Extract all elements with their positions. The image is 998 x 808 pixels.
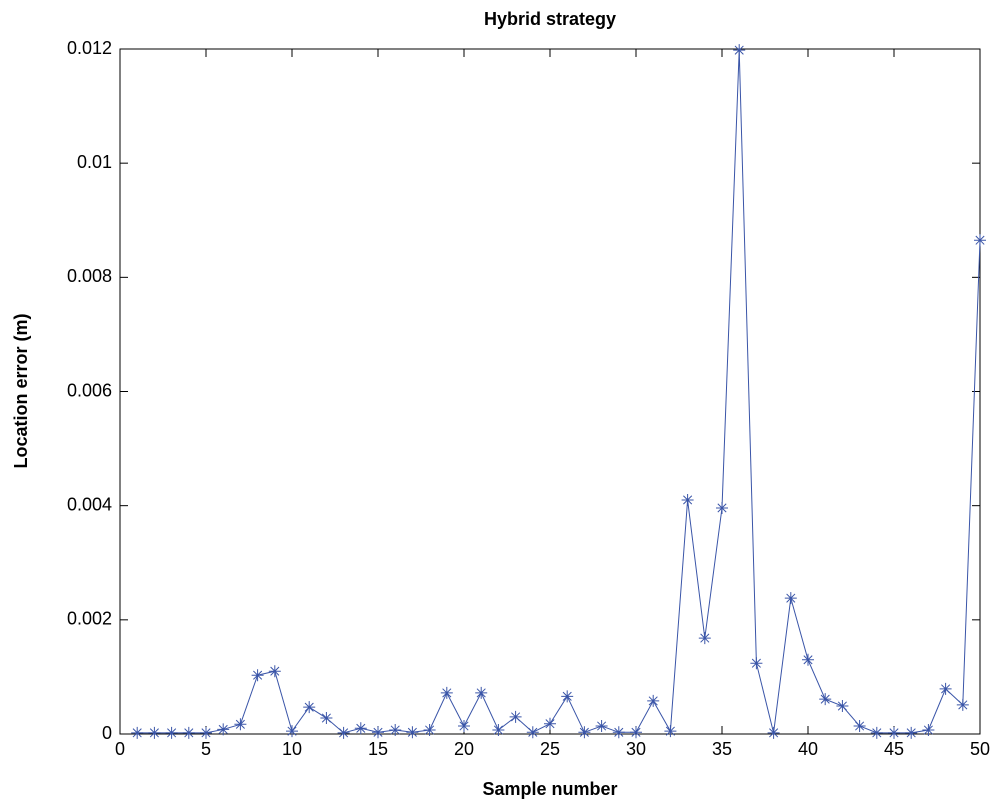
x-tick-label: 30 — [626, 739, 646, 759]
x-tick-label: 25 — [540, 739, 560, 759]
data-marker — [888, 726, 900, 739]
data-marker — [595, 720, 608, 733]
data-marker — [905, 726, 918, 739]
x-tick-label: 35 — [712, 739, 732, 759]
data-marker — [148, 726, 161, 739]
y-axis-label: Location error (m) — [11, 313, 31, 468]
data-marker — [784, 592, 797, 605]
data-marker — [681, 493, 694, 506]
x-axis-label: Sample number — [482, 779, 617, 799]
data-marker — [182, 726, 195, 739]
data-line — [137, 50, 981, 734]
x-tick-label: 15 — [368, 739, 388, 759]
data-marker — [200, 726, 212, 739]
x-tick-label: 0 — [115, 739, 125, 759]
data-marker — [956, 698, 969, 711]
data-marker — [733, 44, 746, 57]
data-marker — [853, 720, 866, 733]
x-tick-label: 5 — [201, 739, 211, 759]
data-marker — [647, 694, 660, 707]
data-marker — [475, 686, 488, 699]
data-marker — [922, 724, 935, 737]
data-marker — [578, 726, 591, 739]
data-marker — [320, 712, 333, 725]
data-marker — [458, 720, 470, 733]
data-marker — [286, 725, 298, 738]
y-tick-label: 0.002 — [67, 609, 112, 629]
x-tick-label: 20 — [454, 739, 474, 759]
data-marker — [698, 632, 711, 645]
axes-box — [119, 48, 981, 735]
data-marker — [423, 724, 436, 737]
data-marker — [337, 726, 350, 739]
data-marker — [630, 726, 642, 739]
data-marker — [750, 657, 763, 670]
x-tick-label: 50 — [970, 739, 990, 759]
data-marker — [870, 726, 883, 739]
data-marker — [664, 725, 677, 738]
data-marker — [819, 693, 832, 706]
data-marker — [492, 724, 505, 737]
data-marker — [165, 726, 178, 739]
data-marker — [406, 726, 419, 739]
x-tick-label: 40 — [798, 739, 818, 759]
data-marker — [836, 700, 849, 713]
data-marker — [217, 723, 230, 736]
y-tick-label: 0 — [102, 723, 112, 743]
chart-title: Hybrid strategy — [484, 9, 616, 29]
data-marker — [354, 722, 367, 735]
y-tick-label: 0.006 — [67, 380, 112, 400]
data-marker — [716, 501, 728, 514]
data-marker — [440, 686, 453, 699]
data-marker — [389, 724, 402, 737]
y-tick-label: 0.01 — [77, 152, 112, 172]
data-marker — [544, 717, 556, 730]
x-tick-label: 45 — [884, 739, 904, 759]
y-tick-label: 0.008 — [67, 266, 112, 286]
y-tick-label: 0.004 — [67, 494, 112, 514]
x-tick-label: 10 — [282, 739, 302, 759]
data-marker — [612, 726, 625, 739]
data-marker — [251, 669, 264, 682]
data-marker — [303, 701, 316, 714]
data-marker — [509, 710, 522, 723]
y-tick-label: 0.012 — [67, 38, 112, 58]
data-marker — [131, 726, 144, 739]
data-marker — [526, 726, 539, 739]
data-marker — [268, 665, 281, 678]
data-marker — [372, 726, 384, 739]
data-marker — [974, 234, 986, 247]
data-marker — [234, 718, 247, 731]
data-marker — [939, 682, 952, 695]
data-marker — [767, 726, 780, 739]
data-marker — [802, 653, 814, 666]
data-marker — [561, 690, 574, 703]
